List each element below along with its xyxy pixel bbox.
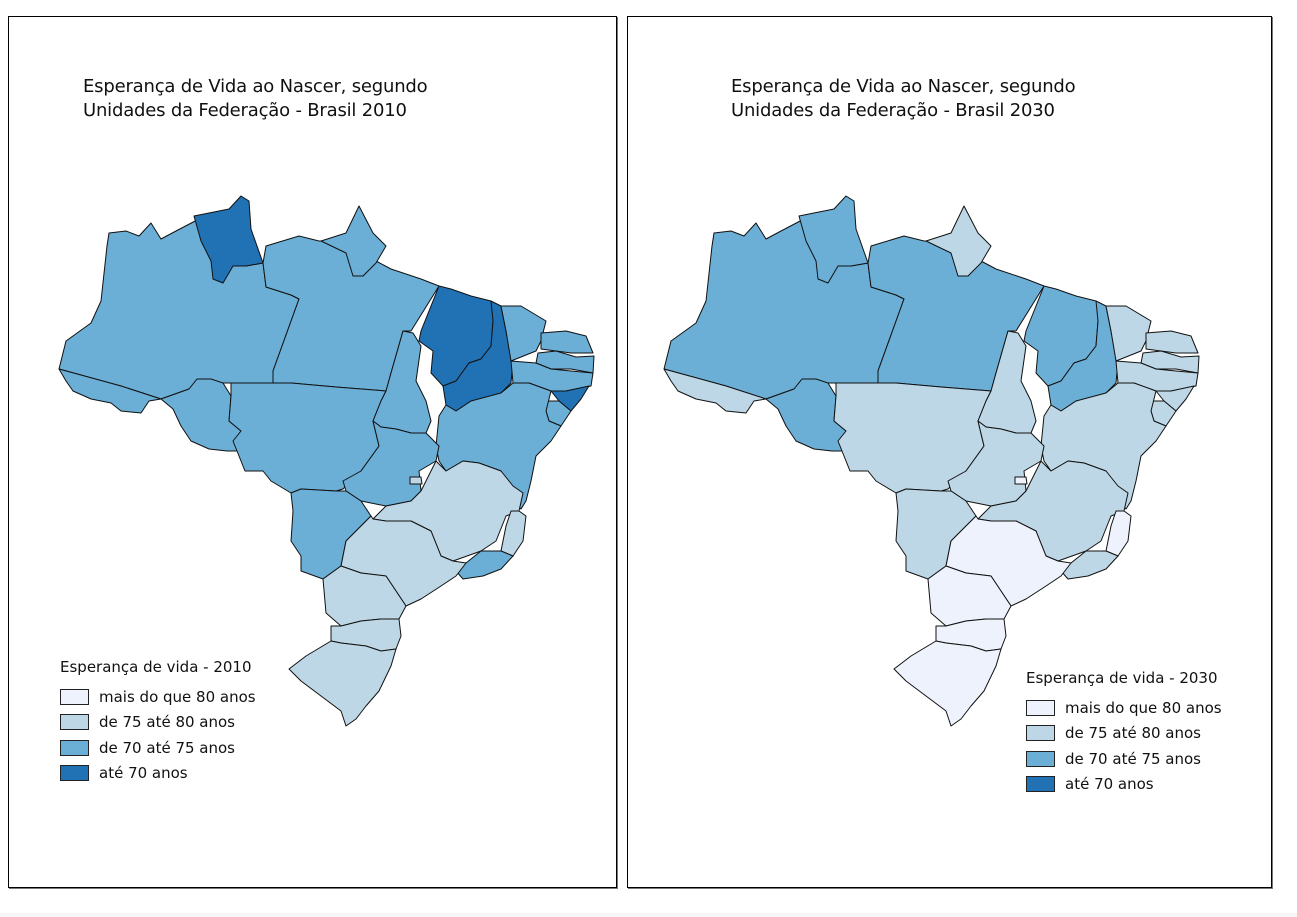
legend-label: mais do que 80 anos [1065, 698, 1222, 717]
state-rn [540, 330, 594, 354]
legend-item-ate-70: até 70 anos [1026, 772, 1222, 798]
map-panel-2030: Esperança de Vida ao Nascer, segundo Uni… [627, 16, 1272, 888]
state-pr [322, 565, 407, 627]
legend-item-70-75: de 70 até 75 anos [60, 735, 256, 761]
legend-swatch [1026, 750, 1055, 767]
brazil-map-2030 [663, 195, 1200, 727]
title-line-1: Esperança de Vida ao Nascer, segundo [83, 76, 428, 97]
state-mt [833, 382, 992, 494]
legend-swatch [1026, 699, 1055, 716]
legend-swatch [60, 739, 89, 756]
state-rs [288, 640, 397, 727]
legend-label: de 70 até 75 anos [1065, 749, 1201, 768]
legend-label: mais do que 80 anos [99, 687, 256, 706]
state-df [409, 476, 423, 485]
legend-title: Esperança de vida - 2010 [60, 658, 252, 676]
title-line-2: Unidades da Federação - Brasil 2030 [731, 100, 1055, 121]
state-ac [663, 368, 767, 414]
legend-item-70-75: de 70 até 75 anos [1026, 746, 1222, 772]
legend-2010: Esperança de vida - 2010 mais do que 80 … [60, 657, 256, 786]
state-ap [320, 205, 387, 277]
legend-label: de 70 até 75 anos [99, 738, 235, 757]
state-rn [1145, 330, 1199, 354]
state-am [663, 218, 905, 400]
state-am [58, 218, 300, 400]
state-es [1105, 510, 1132, 557]
legend-2030: Esperança de vida - 2030 mais do que 80 … [1026, 668, 1222, 797]
legend-swatch [60, 714, 89, 731]
state-mt [228, 382, 387, 494]
legend-label: de 75 até 80 anos [99, 713, 235, 732]
state-rs [893, 640, 1002, 727]
state-rr [193, 195, 264, 284]
map-title-2030: Esperança de Vida ao Nascer, segundo Uni… [731, 75, 1076, 123]
title-line-2: Unidades da Federação - Brasil 2010 [83, 100, 407, 121]
bottom-strip [0, 913, 1297, 917]
state-ap [925, 205, 992, 277]
legend-item-75-80: de 75 até 80 anos [60, 710, 256, 736]
brazil-map-2010 [58, 195, 595, 727]
legend-label: até 70 anos [99, 764, 188, 783]
legend-swatch [60, 688, 89, 705]
legend-item-75-80: de 75 até 80 anos [1026, 721, 1222, 747]
state-ce [500, 305, 547, 362]
state-ac [58, 368, 162, 414]
legend-item-ate-70: até 70 anos [60, 761, 256, 787]
map-panel-2010: Esperança de Vida ao Nascer, segundo Uni… [8, 16, 617, 888]
legend-swatch [1026, 776, 1055, 793]
legend-label: de 75 até 80 anos [1065, 724, 1201, 743]
legend-swatch [1026, 725, 1055, 742]
legend-title: Esperança de vida - 2030 [1026, 669, 1218, 687]
map-title-2010: Esperança de Vida ao Nascer, segundo Uni… [83, 75, 428, 123]
title-line-1: Esperança de Vida ao Nascer, segundo [731, 76, 1076, 97]
state-es [500, 510, 527, 557]
legend-label: até 70 anos [1065, 775, 1154, 794]
legend-item-mais-80: mais do que 80 anos [1026, 695, 1222, 721]
legend-swatch [60, 765, 89, 782]
legend-item-mais-80: mais do que 80 anos [60, 684, 256, 710]
state-pr [927, 565, 1012, 627]
state-rr [798, 195, 869, 284]
state-ce [1105, 305, 1152, 362]
state-df [1014, 476, 1028, 485]
